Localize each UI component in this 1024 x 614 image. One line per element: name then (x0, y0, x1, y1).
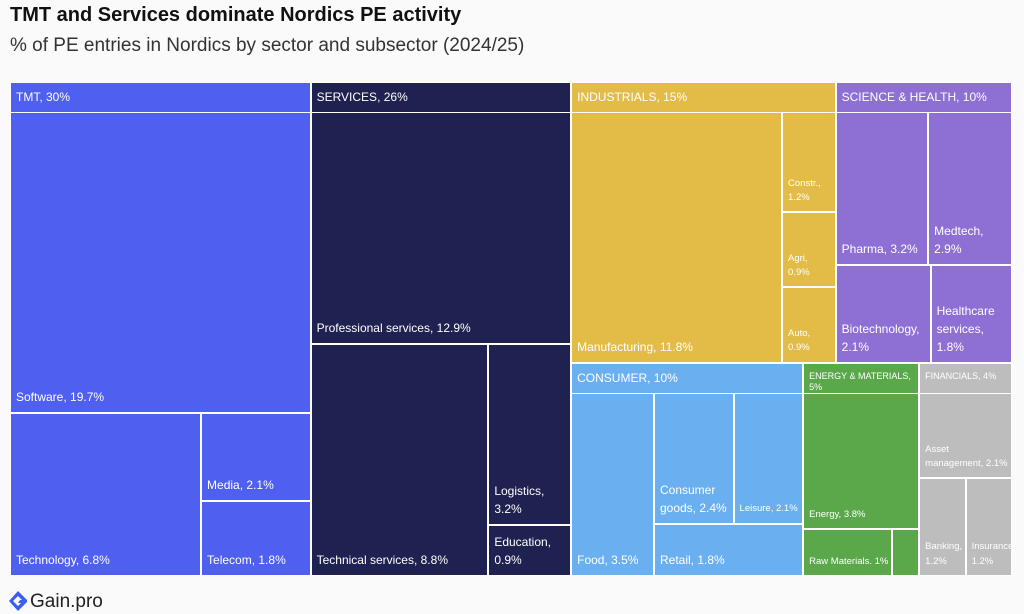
subsector: Manufacturing, 11.8% (571, 112, 783, 363)
subsector: Energy, 3.8% (803, 392, 920, 530)
sector-label: CONSUMER, 10% (577, 370, 678, 385)
subsector: Healthcare services, 1.8% (930, 264, 1012, 363)
subsector-label: Asset management, 2.1% (925, 443, 1008, 469)
logo-icon (9, 591, 27, 611)
sector-label: SCIENCE & HEALTH, 10% (841, 90, 987, 104)
subsector-label: Energy, 3.8% (809, 509, 866, 520)
subsector: Media, 2.1% (201, 412, 311, 501)
subsector-label: Logistics, 3.2% (494, 484, 545, 517)
subsector: Professional services, 12.9% (310, 112, 572, 344)
sector-label: SERVICES, 26% (316, 90, 408, 104)
subsector: Technology, 6.8% (10, 412, 202, 576)
subsector: Retail, 1.8% (653, 523, 804, 576)
subsector-label: Media, 2.1% (207, 477, 274, 492)
subsector: Biotechnology, 2.1% (835, 264, 931, 363)
subsector: Raw Materials. 1% (803, 529, 893, 576)
subsector-label: Pharma, 3.2% (841, 241, 918, 256)
subsector-label: Insurance, 1.2% (971, 541, 1012, 567)
subsector-label: Consumer goods, 2.4% (659, 482, 727, 515)
subsector-label: Banking, 1.2% (925, 541, 963, 567)
subsector: Constr., 1.2% (782, 112, 836, 213)
subsector: Food, 3.5% (571, 392, 654, 576)
subsector-label: Medtech, 2.9% (934, 223, 984, 256)
subsector: Agri, 0.9% (782, 212, 836, 288)
subsector: Asset management, 2.1% (919, 392, 1012, 479)
subsector: Logistics, 3.2% (488, 344, 572, 526)
subsector: Auto, 0.9% (782, 287, 836, 363)
subsector-label: Leisure, 2.1% (739, 503, 798, 515)
chart-title: TMT and Services dominate Nordics PE act… (10, 4, 462, 26)
sector-label: FINANCIALS, 4% (925, 370, 997, 381)
subsector: Pharma, 3.2% (835, 112, 929, 265)
subsector-label: Biotechnology, 2.1% (841, 321, 920, 354)
sector-label: ENERGY & MATERIALS, 5% (809, 370, 911, 393)
chart-subtitle: % of PE entries in Nordics by sector and… (10, 35, 525, 56)
subsector: Technical services, 8.8% (310, 344, 489, 576)
subsector-label: Software, 19.7% (16, 389, 105, 404)
subsector-label: Professional services, 12.9% (316, 321, 471, 335)
subsector-label: Auto, 0.9% (788, 328, 811, 354)
subsector: Insurance, 1.2% (965, 478, 1012, 576)
subsector: Education, 0.9% (488, 525, 572, 576)
subsector: Leisure, 2.1% (733, 392, 804, 524)
subsector-label: Technical services, 8.8% (316, 553, 448, 567)
subsector-label: Healthcare services, 1.8% (936, 303, 995, 354)
logo-text: Gain.pro (30, 591, 103, 612)
subsector: Medtech, 2.9% (928, 112, 1012, 265)
subsector: Consumer goods, 2.4% (653, 392, 734, 524)
subsector-label: Food, 3.5% (577, 552, 639, 567)
subsector: Banking, 1.2% (919, 478, 966, 576)
subsector-label: Raw Materials. 1% (809, 555, 889, 567)
subsector-label: Constr., 1.2% (788, 177, 821, 204)
sector-label: INDUSTRIALS, 15% (577, 90, 688, 104)
sector-label: TMT, 30% (16, 90, 71, 104)
subsector-label: Agri, 0.9% (788, 252, 810, 279)
subsector-label: Retail, 1.8% (659, 552, 725, 567)
subsector-label: Manufacturing, 11.8% (577, 339, 693, 354)
subsector-label: Telecom, 1.8% (207, 552, 286, 567)
subsector: Software, 19.7% (10, 112, 311, 413)
subsector (892, 529, 920, 576)
subsector: Telecom, 1.8% (201, 500, 311, 576)
subsector-label: Education, 0.9% (494, 534, 552, 567)
subsector-label: Technology, 6.8% (16, 552, 110, 567)
